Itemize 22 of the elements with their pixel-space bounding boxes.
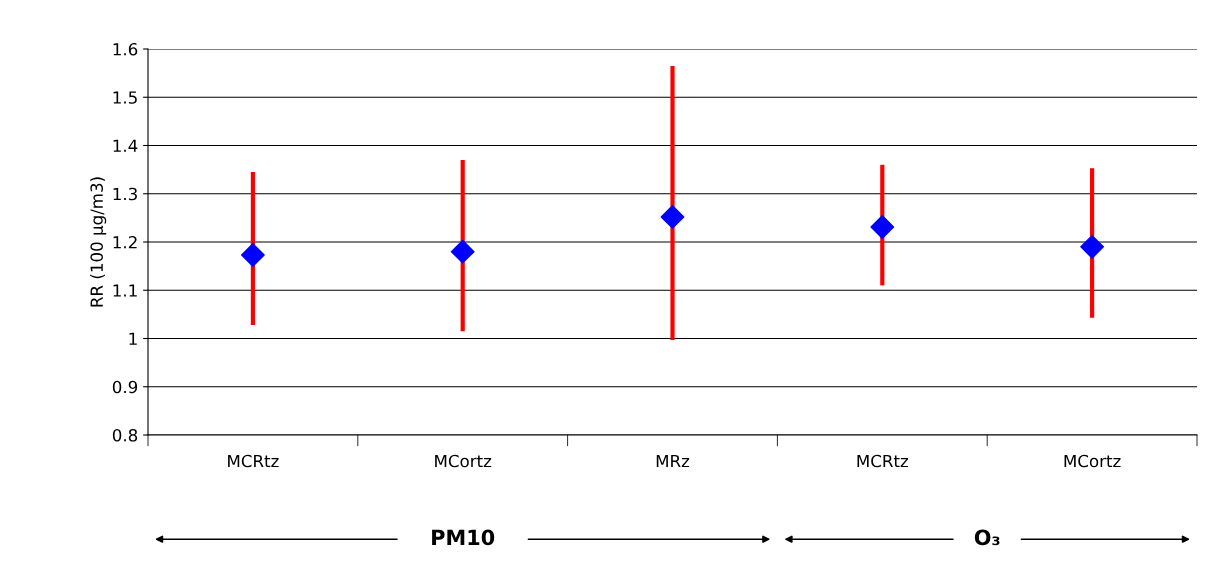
point xyxy=(660,205,685,229)
y-axis-title: RR (100 µg/m3) xyxy=(90,177,107,307)
y-tick-label: 0.9 xyxy=(112,380,138,394)
x-tick-label: MCortz xyxy=(1064,454,1121,468)
y-tick-label: 1.6 xyxy=(113,42,138,56)
point xyxy=(1080,234,1104,259)
y-tick-label: 0.8 xyxy=(112,428,138,442)
y-tick-label: 1.5 xyxy=(113,91,137,104)
y-tick-label: 1 xyxy=(129,332,137,345)
point xyxy=(450,239,475,264)
y-tick-label: 1.4 xyxy=(113,139,138,152)
text: PM10 xyxy=(432,529,495,546)
text: O₃ xyxy=(974,529,1000,546)
point xyxy=(241,243,265,267)
y-tick-label: 1.3 xyxy=(113,187,137,201)
point xyxy=(870,215,895,239)
y-tick-label: 1.2 xyxy=(113,235,137,249)
x-tick-label: MCRtz xyxy=(857,454,909,468)
x-tick-label: MCRtz xyxy=(228,454,279,468)
x-tick-label: MCortz xyxy=(435,454,492,468)
y-tick-label: 1.1 xyxy=(113,284,137,297)
x-tick-label: MRz xyxy=(656,454,690,468)
